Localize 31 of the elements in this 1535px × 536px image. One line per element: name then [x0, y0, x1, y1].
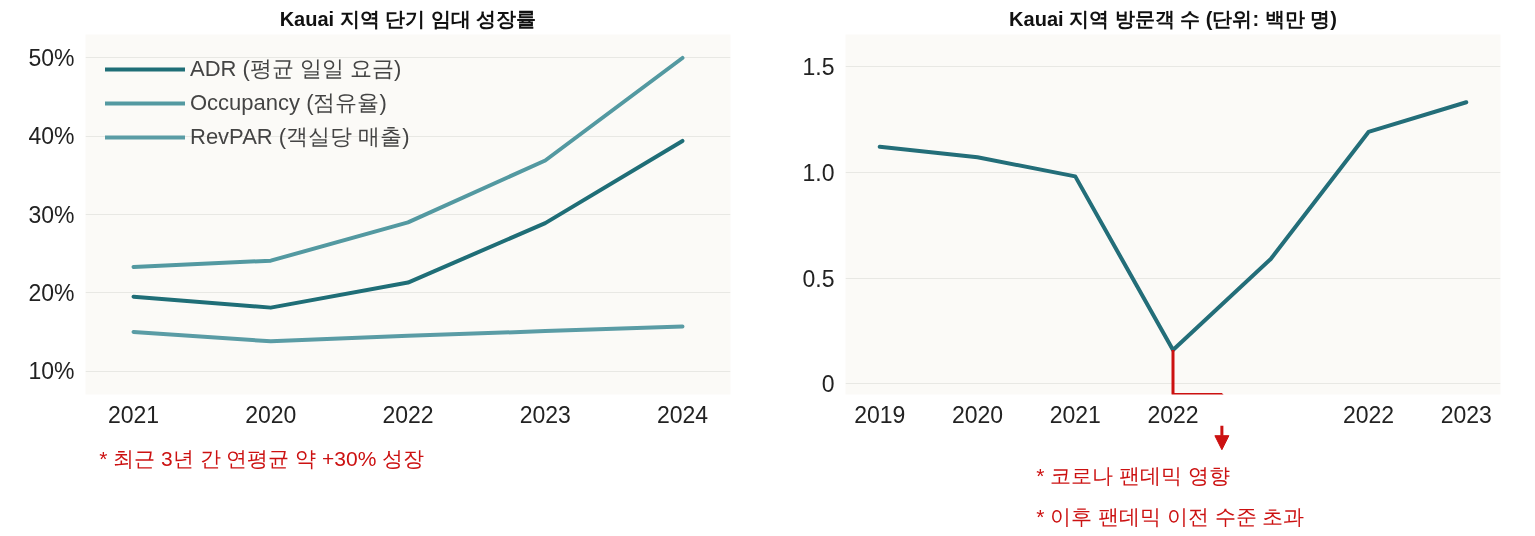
y-tick-label: 0.5: [802, 265, 835, 292]
line-series: [131, 324, 685, 344]
y-tick-label: 20%: [28, 279, 75, 306]
x-tick-label: 2023: [1440, 401, 1492, 428]
y-tick-label: 30%: [28, 201, 75, 228]
x-tick-label: 2022: [382, 401, 434, 428]
y-tick-label: 0: [821, 371, 835, 398]
line-series: [131, 55, 685, 269]
line-series: [877, 100, 1469, 353]
x-tick-label: 2023: [519, 401, 571, 428]
x-tick-label: 2021: [107, 401, 160, 428]
chart-title: Kauai 지역 단기 임대 성장률: [279, 7, 537, 30]
x-tick-label: 2022: [1342, 401, 1395, 428]
x-tick-label: 2019: [854, 401, 906, 428]
legend-label: Occupancy (점유율): [190, 89, 387, 117]
y-tick-label: 1.5: [802, 53, 835, 80]
text: * 최근 3년 간 연평균 약 +30% 성장: [99, 447, 425, 470]
y-tick-label: 40%: [28, 123, 75, 150]
legend-label: ADR (평균 일일 요금): [190, 55, 402, 83]
x-tick-label: 2020: [245, 401, 297, 428]
y-tick-label: 1.0: [802, 159, 835, 186]
legend-label: RevPAR (객실당 매출): [190, 123, 410, 151]
x-tick-label: 2022: [1147, 401, 1199, 428]
y-tick-label: 50%: [28, 44, 75, 71]
x-tick-label: 2021: [1049, 401, 1101, 428]
text: * 이후 팬데믹 이전 수준 초과: [1036, 505, 1305, 529]
chart-title: Kauai 지역 방문객 수 (단위: 백만 명): [1009, 7, 1337, 30]
text: * 코로나 팬데믹 영향: [1036, 463, 1230, 487]
x-tick-label: 2020: [951, 401, 1004, 428]
y-tick-label: 10%: [28, 358, 75, 385]
x-tick-label: 2024: [656, 401, 709, 428]
